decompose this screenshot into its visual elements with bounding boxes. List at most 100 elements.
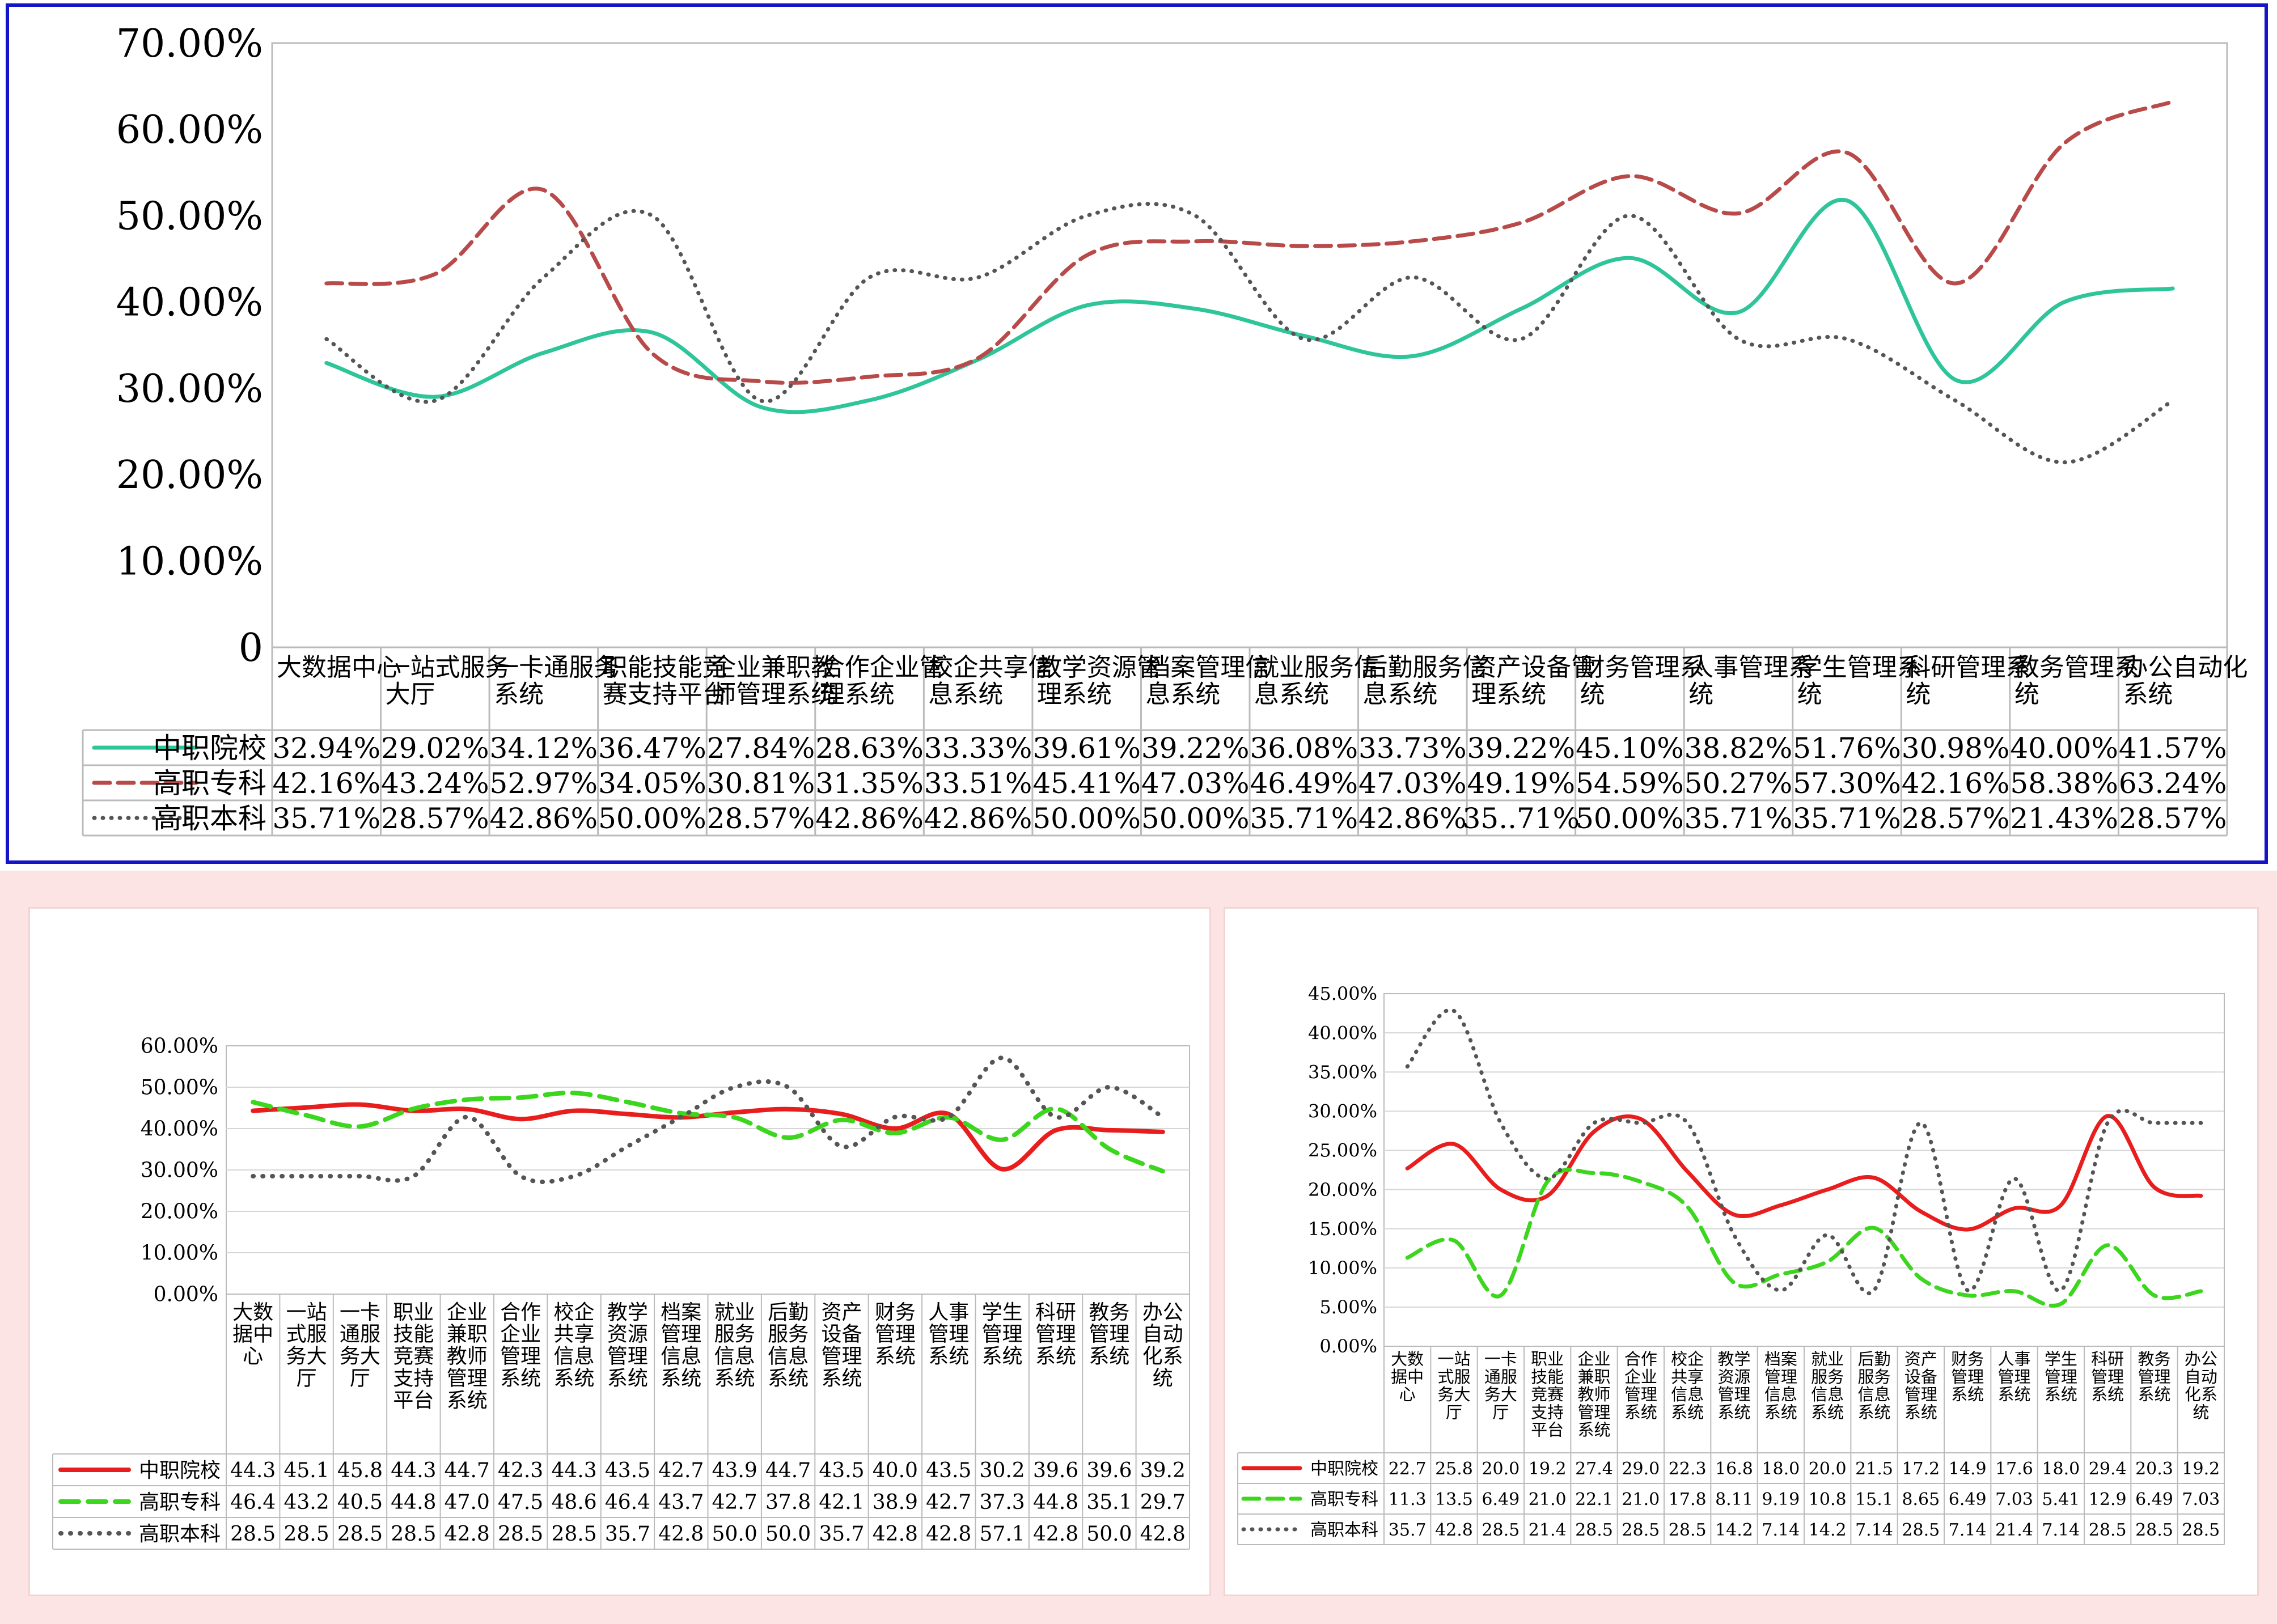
category-label: 教务管理系统: [1089, 1301, 1129, 1368]
data-label: 7.03: [1995, 1490, 2033, 1509]
main-line-chart: 0 10.00% 20.00% 30.00% 40.00% 50.00% 60.00% 70.…: [82, 22, 2248, 837]
data-label: 42.3: [498, 1459, 543, 1482]
data-label: 31.35%: [815, 767, 924, 800]
series-line-2: [324, 202, 2175, 465]
category-label: 档案管理信息系统: [1145, 653, 1270, 709]
data-label: 39.61%: [1032, 732, 1141, 765]
top-chart-panel: 0 10.00% 20.00% 30.00% 40.00% 50.00% 60.00% 70.…: [6, 3, 2268, 864]
category-label: 大数据中心: [277, 653, 401, 682]
data-label: 17.6: [1995, 1459, 2033, 1479]
data-label: 35.71%: [272, 802, 380, 835]
data-label: 5.41: [2042, 1490, 2080, 1509]
data-label: 42.8: [1435, 1520, 1473, 1540]
y-tick-label: 60.00%: [116, 108, 263, 152]
category-label: 一卡通服务大厅: [1484, 1349, 1517, 1422]
left-chart-panel: 0.00% 10.00% 20.00% 30.00% 40.00% 50.00% 60.00…: [28, 907, 1211, 1596]
category-label: 合作企业管理系统: [1624, 1349, 1657, 1422]
bottom-chart-area: 0.00% 10.00% 20.00% 30.00% 40.00% 50.00% 60.00…: [0, 871, 2277, 1624]
data-label: 14.9: [1949, 1459, 1987, 1479]
category-label: 资产设备管理系统: [821, 1301, 862, 1390]
data-label: 27.4: [1575, 1459, 1613, 1479]
y-tick-label: 60.00%: [141, 1035, 218, 1058]
data-label: 42.86%: [815, 802, 924, 835]
data-label: 50.0: [765, 1523, 811, 1546]
data-label: 7.03: [2182, 1490, 2220, 1509]
legend-label: 高职本科: [139, 1523, 221, 1546]
data-label: 35.1: [1086, 1491, 1132, 1514]
data-label: 7.14: [1949, 1520, 1987, 1540]
y-tick-label: 50.00%: [116, 194, 263, 239]
data-label: 28.5: [551, 1523, 596, 1546]
category-label: 档案管理信息系统: [661, 1301, 701, 1390]
data-label: 57.30%: [1793, 767, 1901, 800]
y-tick-label: 10.00%: [141, 1242, 218, 1265]
category-label: 教务管理系统: [2138, 1349, 2170, 1404]
y-tick-label: 40.00%: [141, 1118, 218, 1141]
category-label: 后勤服务信息系统: [1363, 653, 1488, 709]
category-label: 办公自动化系统: [2123, 653, 2248, 709]
y-tick-label: 50.00%: [141, 1076, 218, 1100]
data-label: 44.7: [445, 1459, 490, 1482]
series-line-1: [324, 99, 2175, 385]
legend-label: 高职本科: [1310, 1520, 1378, 1540]
data-label: 35.71%: [1685, 802, 1793, 835]
y-tick-label: 35.00%: [1308, 1061, 1377, 1083]
data-label: 28.5: [1622, 1520, 1660, 1540]
data-label: 42.16%: [1902, 767, 2010, 800]
category-label: 教务管理系统: [2014, 653, 2139, 709]
data-label: 20.0: [1809, 1459, 1847, 1479]
data-label: 17.8: [1669, 1490, 1707, 1509]
data-label: 46.4: [230, 1491, 276, 1514]
data-label: 34.12%: [490, 732, 598, 765]
category-label: 职业技能竞赛支持平台: [393, 1301, 434, 1413]
data-label: 11.3: [1389, 1490, 1427, 1509]
data-label: 48.6: [551, 1491, 596, 1514]
y-tick-label: 30.00%: [116, 367, 263, 412]
data-label: 19.2: [1529, 1459, 1567, 1479]
series-line-1: [251, 1091, 1165, 1174]
category-label: 大数据中心: [1391, 1349, 1424, 1404]
data-label: 14.2: [1809, 1520, 1847, 1540]
data-label: 42.7: [712, 1491, 757, 1514]
data-label: 28.63%: [815, 732, 924, 765]
category-label: 财务管理系统: [1951, 1349, 1984, 1404]
data-label: 39.6: [1086, 1459, 1132, 1482]
category-label: 学生管理系统: [982, 1301, 1023, 1368]
y-tick-label: 40.00%: [116, 281, 263, 325]
data-label: 36.08%: [1250, 732, 1358, 765]
series-line-1: [1405, 1168, 2203, 1308]
data-label: 51.76%: [1793, 732, 1901, 765]
data-label: 47.5: [498, 1491, 543, 1514]
data-label: 63.24%: [2119, 767, 2227, 800]
y-tick-label: 10.00%: [1308, 1257, 1377, 1279]
data-label: 28.57%: [1902, 802, 2010, 835]
data-label: 44.8: [1033, 1491, 1078, 1514]
data-label: 37.8: [765, 1491, 811, 1514]
data-label: 33.73%: [1358, 732, 1467, 765]
right-chart-panel: 0.00% 5.00% 10.00% 15.00% 20.00% 25.00% 30.00%…: [1224, 907, 2259, 1596]
data-label: 44.8: [391, 1491, 436, 1514]
category-label: 后勤服务信息系统: [1857, 1349, 1890, 1422]
category-label: 一站式服务大厅: [286, 1301, 327, 1390]
data-label: 16.8: [1715, 1459, 1753, 1479]
data-label: 43.5: [819, 1459, 864, 1482]
data-label: 8.11: [1715, 1490, 1753, 1509]
category-label: 人事管理系统: [1997, 1349, 2030, 1404]
data-label: 47.03%: [1141, 767, 1250, 800]
y-tick-label: 5.00%: [1319, 1296, 1377, 1318]
data-label: 42.1: [819, 1491, 864, 1514]
data-label: 42.7: [926, 1491, 971, 1514]
data-label: 42.8: [926, 1523, 971, 1546]
data-label: 35.71%: [1250, 802, 1358, 835]
data-label: 30.81%: [707, 767, 815, 800]
data-label: 42.8: [658, 1523, 704, 1546]
data-label: 44.3: [391, 1459, 436, 1482]
data-label: 12.9: [2089, 1490, 2127, 1509]
y-tick-label: 10.00%: [116, 540, 263, 584]
data-label: 35.7: [1389, 1520, 1427, 1540]
data-label: 28.57%: [707, 802, 815, 835]
category-label: 人事管理系统: [1688, 653, 1813, 709]
category-label: 科研管理系统: [1035, 1301, 1076, 1368]
category-label: 一卡通服务系统: [494, 653, 619, 709]
legend-label: 高职专科: [1310, 1490, 1378, 1509]
